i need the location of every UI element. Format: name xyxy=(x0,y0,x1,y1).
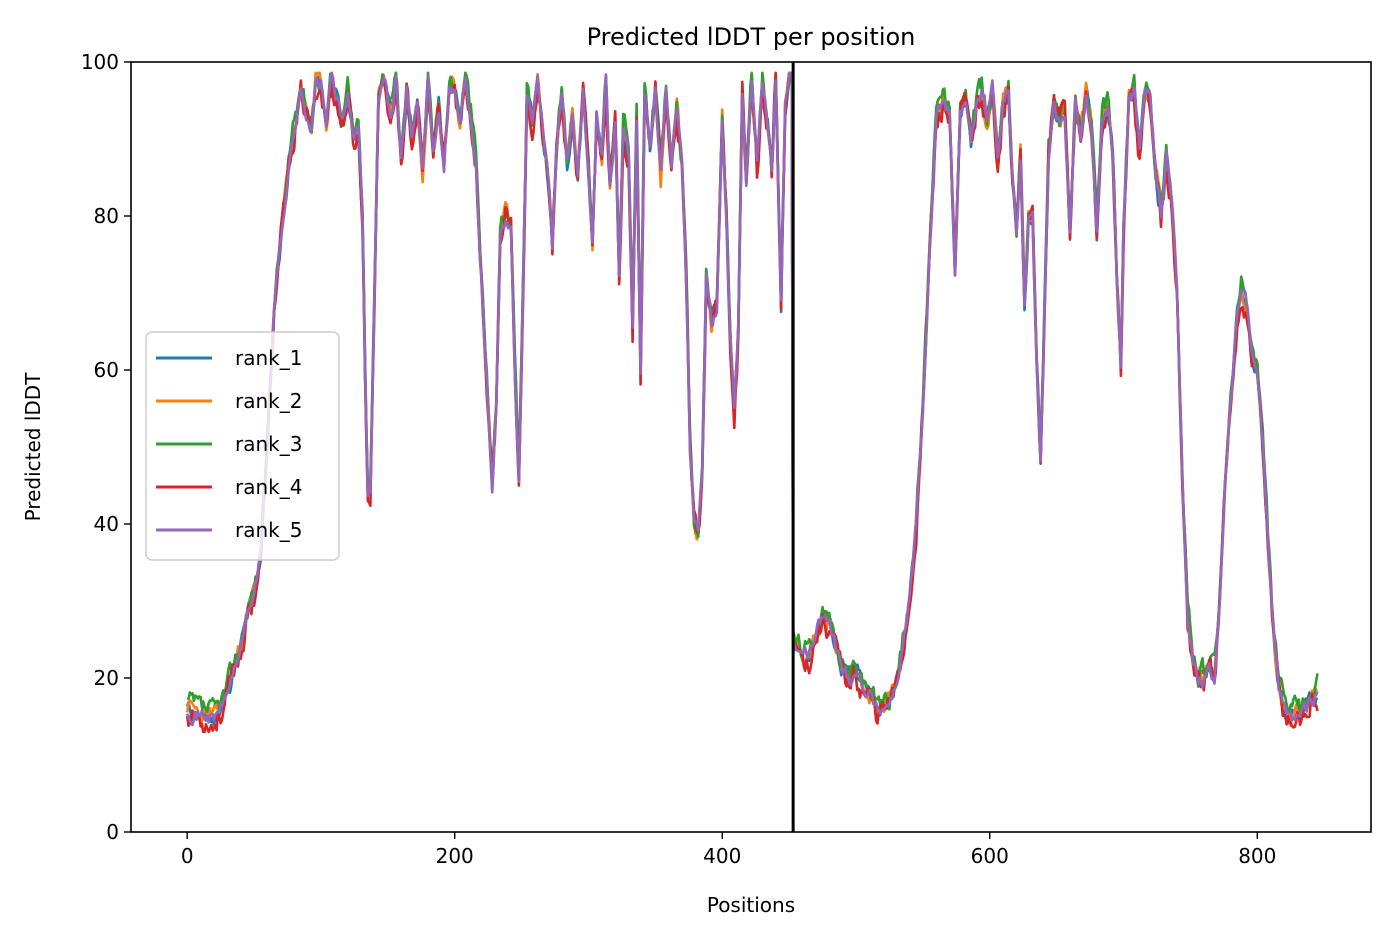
y-tick-label: 80 xyxy=(94,204,119,228)
legend-label: rank_4 xyxy=(235,475,302,499)
x-axis-title: Positions xyxy=(707,893,795,917)
x-tick-label: 0 xyxy=(181,844,194,868)
x-tick-label: 800 xyxy=(1238,844,1276,868)
y-tick-label: 20 xyxy=(94,666,119,690)
y-axis: 0 20 40 60 80 100 xyxy=(81,50,131,844)
x-tick-label: 200 xyxy=(436,844,474,868)
legend-label: rank_5 xyxy=(235,518,302,542)
x-tick-label: 600 xyxy=(971,844,1009,868)
legend-label: rank_3 xyxy=(235,432,302,456)
y-tick-label: 100 xyxy=(81,50,119,74)
plot-frame xyxy=(130,61,1372,833)
series-layer xyxy=(185,71,1319,734)
x-axis: 0 200 400 600 800 xyxy=(181,832,1276,868)
legend-items: rank_1 rank_2 rank_3 rank_4 rank_5 xyxy=(156,346,302,542)
legend-box xyxy=(145,331,340,561)
y-tick-label: 40 xyxy=(94,512,119,536)
legend-label: rank_1 xyxy=(235,346,302,370)
y-tick-label: 60 xyxy=(94,358,119,382)
x-tick-label: 400 xyxy=(703,844,741,868)
y-axis-title: Predicted lDDT xyxy=(21,372,45,522)
y-tick-label: 0 xyxy=(106,820,119,844)
legend-label: rank_2 xyxy=(235,389,302,413)
chart-title: Predicted lDDT per position xyxy=(587,23,916,51)
legend: rank_1 rank_2 rank_3 rank_4 rank_5 xyxy=(145,331,340,561)
series-line-rank_5 xyxy=(185,71,1319,727)
